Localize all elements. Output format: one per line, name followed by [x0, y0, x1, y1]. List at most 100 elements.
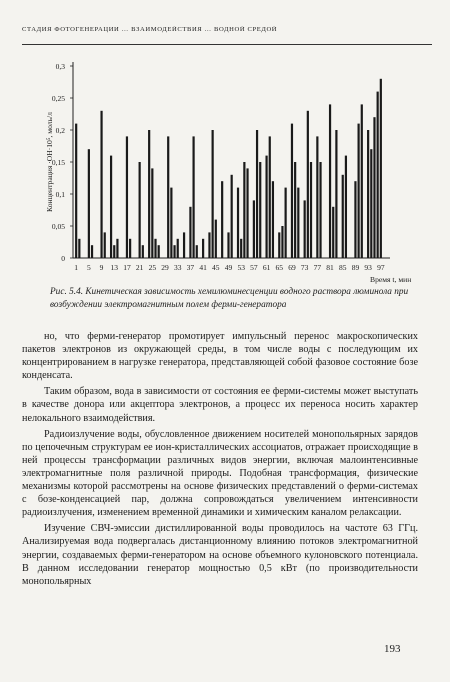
data-bar — [316, 136, 319, 258]
data-bar — [75, 123, 78, 258]
paragraph: Таким образом, вода в зависимости от сос… — [22, 386, 418, 424]
data-bar — [294, 162, 297, 258]
data-bar — [173, 245, 176, 258]
x-tick-label: 5 — [87, 263, 91, 272]
data-bar — [373, 117, 376, 258]
data-bar — [103, 232, 106, 258]
data-bar — [255, 130, 259, 258]
x-tick-label: 85 — [339, 263, 347, 272]
data-bar — [252, 200, 255, 258]
data-bar — [379, 78, 382, 258]
x-axis-label: Время t, мин — [370, 275, 411, 284]
y-tick-label: 0,1 — [56, 190, 66, 199]
body-text: но, что ферми-генератор промотирует импу… — [22, 330, 418, 588]
data-bar — [182, 232, 186, 258]
data-bar — [192, 136, 195, 258]
data-bar — [90, 245, 94, 258]
paragraph: Изучение СВЧ-эмиссии дистиллированной во… — [22, 523, 418, 587]
paragraph: но, что ферми-генератор промотирует импу… — [22, 331, 418, 382]
data-bar — [306, 110, 309, 258]
data-bar — [138, 162, 141, 258]
x-tick-label: 9 — [100, 263, 104, 272]
data-bar — [240, 238, 243, 258]
data-bar — [211, 130, 214, 258]
x-tick-label: 73 — [301, 263, 309, 272]
data-bar — [208, 232, 211, 258]
data-bar — [236, 187, 240, 258]
x-tick-label: 21 — [136, 263, 144, 272]
y-tick-label: 0,15 — [52, 158, 65, 167]
data-bar — [332, 206, 335, 258]
data-bar — [221, 181, 224, 258]
data-bar — [100, 110, 103, 258]
data-bar — [113, 245, 116, 258]
x-tick-label: 77 — [314, 263, 322, 272]
data-bar — [125, 136, 129, 258]
data-bar — [78, 238, 81, 258]
x-tick-label: 93 — [364, 263, 372, 272]
data-bar — [148, 130, 151, 258]
x-tick-label: 17 — [123, 263, 131, 272]
data-bar — [154, 238, 157, 258]
data-bar — [319, 162, 322, 258]
data-bar — [151, 168, 154, 258]
data-bar — [109, 155, 113, 258]
data-bar — [227, 232, 230, 258]
paragraph: Радиоизлучение воды, обусловленное движе… — [22, 428, 418, 519]
x-tick-label: 57 — [250, 263, 258, 272]
y-tick-label: 0,3 — [56, 62, 66, 71]
data-bar — [284, 187, 287, 258]
x-tick-label: 89 — [352, 263, 360, 272]
kinetics-bar-chart: 0 0,05 0,1 0,15 0,2 0,25 0,3 1 5 9 13 17 21 25 29 33 37 4… — [45, 62, 411, 284]
x-tick-label: 13 — [111, 263, 119, 272]
data-bar — [271, 181, 275, 258]
data-bar — [195, 245, 198, 258]
data-bar — [141, 245, 144, 258]
y-tick-label: 0,05 — [52, 222, 65, 231]
y-axis-label: Концентрация ·ОН·10⁵, моль/л — [45, 112, 54, 212]
y-tick-label: 0,25 — [52, 94, 65, 103]
x-tick-label: 53 — [237, 263, 245, 272]
data-bar — [354, 181, 357, 258]
data-bar — [341, 174, 344, 258]
x-tick-label: 81 — [326, 263, 334, 272]
data-bar — [335, 130, 338, 258]
data-bar — [309, 162, 313, 258]
data-bar — [246, 168, 249, 258]
data-bar — [230, 174, 233, 258]
data-bar — [297, 187, 300, 258]
x-tick-label: 29 — [161, 263, 169, 272]
data-bar — [176, 238, 179, 258]
figure-caption: Рис. 5.4. Кинетическая зависимость хемил… — [50, 287, 409, 310]
data-bar — [360, 104, 363, 259]
data-bar — [344, 155, 348, 258]
y-tick-label: 0 — [61, 254, 65, 263]
data-bar — [290, 123, 294, 258]
x-tick-label: 45 — [212, 263, 220, 272]
x-tick-label: 97 — [377, 263, 385, 272]
data-bar — [116, 238, 119, 258]
data-bar — [370, 149, 373, 258]
data-bar — [167, 136, 170, 258]
page-number: 193 — [384, 643, 401, 655]
running-title: Стадия фотогенерации … взаимодействия … … — [22, 26, 278, 33]
data-bar — [170, 187, 173, 258]
data-bar — [278, 232, 281, 258]
data-bar — [87, 149, 90, 258]
x-tick-label: 61 — [263, 263, 271, 272]
data-bar — [367, 130, 370, 258]
data-bar — [281, 226, 284, 258]
data-bar — [303, 200, 306, 258]
x-tick-label: 25 — [149, 263, 157, 272]
x-tick-label: 33 — [174, 263, 182, 272]
x-tick-label: 1 — [74, 263, 78, 272]
data-bar — [189, 206, 192, 258]
x-tick-label: 65 — [276, 263, 284, 272]
x-tick-label: 69 — [288, 263, 296, 272]
x-tick-label: 49 — [225, 263, 233, 272]
data-bar — [243, 162, 246, 258]
data-bar — [357, 123, 360, 258]
data-bar — [214, 219, 217, 258]
x-tick-label: 41 — [199, 263, 207, 272]
data-bar — [259, 162, 262, 258]
